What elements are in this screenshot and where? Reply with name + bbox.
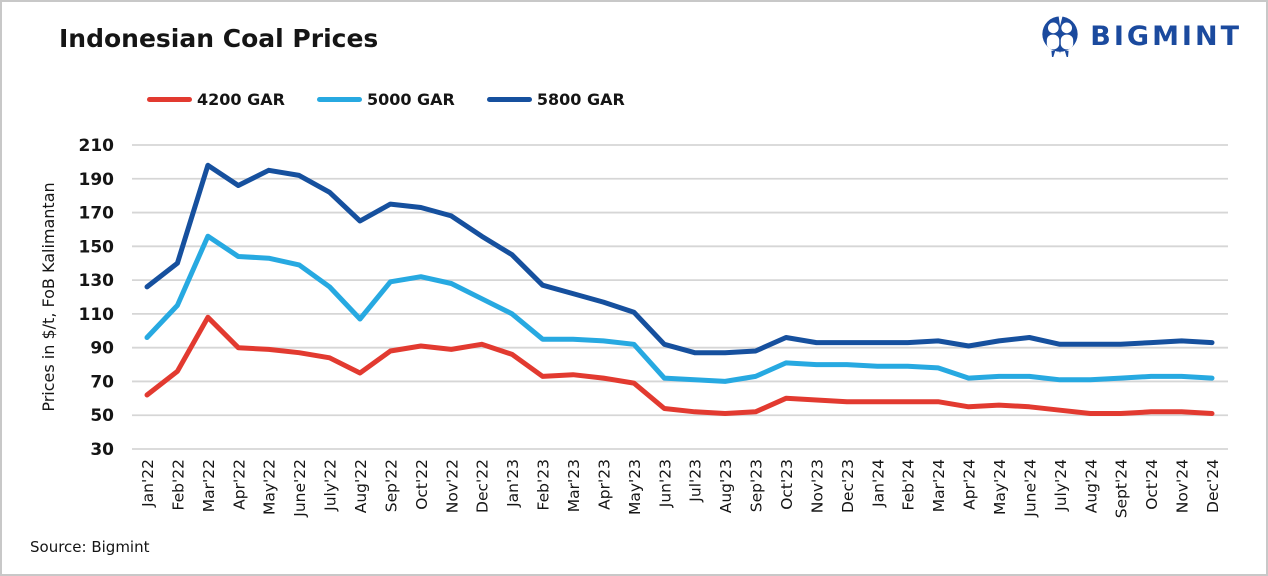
legend-label: 4200 GAR	[197, 90, 285, 109]
x-tick-label: Mar'22	[200, 459, 218, 512]
legend-item-4200-gar: 4200 GAR	[147, 90, 285, 109]
x-tick-label: May'22	[261, 459, 279, 515]
x-tick-label: Mar'24	[930, 459, 948, 512]
y-tick-label: 150	[79, 237, 115, 257]
series-line-5000-gar	[144, 233, 1215, 384]
legend-swatch	[147, 97, 192, 102]
y-axis-title: Prices in $/t, FoB Kalimantan	[39, 182, 58, 411]
chart-legend: 4200 GAR 5000 GAR 5800 GAR	[147, 90, 625, 109]
x-tick-label: Feb'22	[169, 459, 187, 510]
bigmint-logo: BIGMINT	[1039, 14, 1242, 58]
y-tick-label: 190	[79, 170, 115, 190]
x-tick-label: Apr'23	[595, 459, 613, 510]
x-tick-label: Apr'24	[961, 459, 979, 510]
x-tick-label: Jun'23	[656, 459, 674, 508]
y-tick-label: 30	[90, 440, 114, 460]
x-tick-label: Nov'23	[808, 459, 826, 513]
x-tick-label: Sep'23	[748, 459, 766, 512]
source-note: Source: Bigmint	[30, 538, 150, 556]
x-tick-label: Sept'24	[1113, 459, 1131, 518]
x-tick-label: Apr'22	[230, 459, 248, 510]
legend-item-5800-gar: 5800 GAR	[486, 90, 625, 109]
x-tick-label: May'23	[626, 459, 644, 515]
x-tick-label: Nov'22	[443, 459, 461, 513]
x-tick-label: Aug'24	[1082, 459, 1100, 513]
x-tick-label: Aug'23	[717, 459, 735, 513]
bigmint-logo-icon	[1042, 16, 1078, 57]
series-line-4200-gar	[144, 314, 1215, 416]
x-tick-label: June'24	[1021, 459, 1039, 518]
y-tick-label: 130	[79, 271, 115, 291]
legend-swatch	[316, 97, 362, 102]
x-tick-label: Jan'23	[504, 459, 522, 508]
x-tick-label: July'22	[322, 459, 340, 512]
x-tick-label: Jan'24	[869, 459, 887, 508]
x-tick-label: Oct'22	[413, 459, 431, 510]
y-tick-label: 110	[79, 305, 115, 325]
x-tick-label: Feb'23	[535, 459, 553, 510]
x-tick-label: Dec'24	[1204, 459, 1222, 513]
x-tick-label: Oct'24	[1143, 459, 1161, 510]
legend-swatch	[486, 97, 532, 102]
y-tick-label: 70	[90, 372, 114, 392]
legend-item-5000-gar: 5000 GAR	[316, 90, 455, 109]
x-tick-label: July'24	[1052, 459, 1070, 512]
x-tick-label: Oct'23	[778, 459, 796, 510]
legend-label: 5800 GAR	[536, 90, 625, 109]
x-tick-label: Nov'24	[1174, 459, 1192, 513]
x-tick-label: May'24	[991, 459, 1009, 515]
x-tick-label: Jan'22	[139, 459, 157, 508]
x-tick-label: Aug'22	[352, 459, 370, 513]
x-tick-label: Jul'23	[687, 459, 705, 503]
x-tick-label: Dec'22	[474, 459, 492, 513]
page-title: Indonesian Coal Prices	[59, 24, 379, 53]
x-tick-label: Feb'24	[900, 459, 918, 510]
y-tick-label: 90	[90, 339, 114, 359]
x-tick-label: Mar'23	[565, 459, 583, 512]
bigmint-logo-text: BIGMINT	[1090, 20, 1242, 52]
x-tick-label: June'22	[291, 459, 309, 518]
y-tick-label: 170	[79, 204, 115, 224]
x-tick-label: Dec'23	[839, 459, 857, 513]
x-tick-label: Sep'22	[382, 459, 400, 512]
y-tick-label: 210	[79, 136, 115, 156]
y-tick-label: 50	[90, 406, 114, 426]
legend-label: 5000 GAR	[366, 90, 455, 109]
series-line-5800-gar	[144, 162, 1215, 356]
